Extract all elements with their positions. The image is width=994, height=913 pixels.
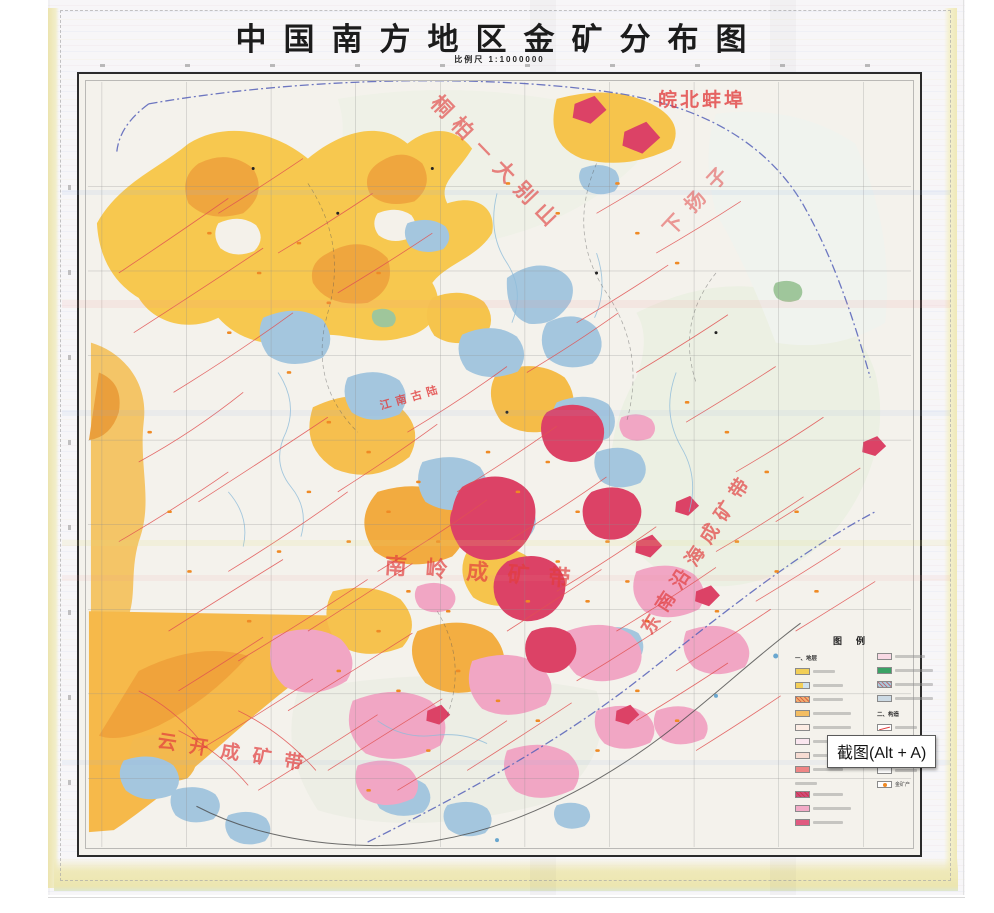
legend-item-text-blur xyxy=(895,769,917,772)
fault-line-symbol xyxy=(877,724,892,731)
tectonic-boundary-lines xyxy=(116,80,876,843)
legend-title: 图例 xyxy=(833,636,880,646)
legend-item xyxy=(795,695,871,704)
legend-item xyxy=(795,818,871,827)
legend-swatch xyxy=(795,682,810,689)
legend-item-text-blur xyxy=(895,655,925,658)
paper-edge-bottom xyxy=(54,858,958,891)
scanned-map-image: 中国南方地区金矿分布图 比例尺 1:1000000 xyxy=(48,0,965,895)
legend-item xyxy=(877,666,957,675)
graticule-grid xyxy=(87,81,912,848)
gold-deposit-symbol xyxy=(877,781,892,788)
legend-item xyxy=(795,723,871,732)
gold-deposit-dots xyxy=(147,182,819,792)
legend-swatch xyxy=(795,710,810,717)
legend-item-text-blur xyxy=(895,697,933,700)
page-divider-line xyxy=(48,897,965,898)
legend-item-text-blur xyxy=(813,768,843,771)
legend-swatch xyxy=(795,819,810,826)
legend-item-text-blur xyxy=(895,726,917,729)
legend-item-text-blur xyxy=(813,821,843,824)
legend-swatch xyxy=(877,695,892,702)
legend-swatch xyxy=(877,667,892,674)
legend-swatch xyxy=(877,681,892,688)
graticule-ticks-top xyxy=(100,64,900,67)
legend-item-text-blur xyxy=(813,726,851,729)
legend-swatch xyxy=(795,724,810,731)
town-marks xyxy=(251,167,718,414)
legend-item-text-blur xyxy=(813,670,835,673)
legend-item xyxy=(795,709,871,718)
legend-swatch xyxy=(795,696,810,703)
legend-swatch xyxy=(795,738,810,745)
legend-swatch xyxy=(877,653,892,660)
legend-item-text-blur xyxy=(895,683,933,686)
map-neatline-frame xyxy=(77,72,922,857)
crimson-granite-regions xyxy=(426,95,887,725)
legend-swatch xyxy=(795,766,810,773)
legend-item-text-blur xyxy=(813,807,851,810)
legend-swatch xyxy=(795,805,810,812)
legend-item xyxy=(877,652,957,661)
province-boundaries xyxy=(307,163,717,716)
legend-swatch xyxy=(795,791,810,798)
screenshot-tooltip: 截图(Alt + A) xyxy=(827,735,937,768)
legend-item xyxy=(795,667,871,676)
legend-item xyxy=(795,790,871,799)
legend-item xyxy=(795,765,871,774)
legend-item-text-blur xyxy=(813,684,843,687)
legend-item xyxy=(877,694,957,703)
scale-value: 1:1000000 xyxy=(488,55,545,64)
map-legend: 图例 一、地层 二、构造 三、矿产 金矿产 xyxy=(793,634,961,834)
fault-lines xyxy=(118,158,876,791)
coastline xyxy=(196,622,801,847)
legend-item xyxy=(795,804,871,813)
islands xyxy=(495,653,779,843)
legend-swatch xyxy=(795,752,810,759)
map-title: 中国南方地区金矿分布图 xyxy=(235,22,764,57)
legend-item xyxy=(795,681,871,690)
legend-item-text-blur xyxy=(895,669,933,672)
legend-item-text-blur xyxy=(813,712,851,715)
legend-swatch xyxy=(877,767,892,774)
legend-item-text-blur xyxy=(813,698,843,701)
legend-section-header-blur xyxy=(795,782,817,785)
pale-region xyxy=(708,111,888,346)
green-strata-bits xyxy=(371,280,803,328)
gold-deposit-label: 金矿产 xyxy=(895,782,911,788)
legend-item xyxy=(877,680,957,689)
legend-section-structure: 二、构造 xyxy=(877,712,900,718)
legend-swatch xyxy=(795,668,810,675)
scale-label: 比例尺 xyxy=(454,55,485,64)
legend-column-right: 二、构造 三、矿产 金矿产 xyxy=(877,652,957,789)
legend-section-strata: 一、地层 xyxy=(795,656,818,662)
sheet-perforation-border xyxy=(60,10,951,881)
map-artwork xyxy=(87,80,912,848)
image-edge-shadow xyxy=(963,0,964,895)
legend-item-text-blur xyxy=(813,793,843,796)
legend-item xyxy=(877,723,957,732)
legend-item-gold: 金矿产 xyxy=(877,780,957,789)
graticule-ticks-left xyxy=(68,185,71,785)
paper-edge-left xyxy=(48,8,59,888)
label-wanbei-bengbu: 皖北蚌埠 xyxy=(658,90,747,111)
map-scale: 比例尺 1:1000000 xyxy=(77,54,922,65)
rivers xyxy=(227,193,694,744)
